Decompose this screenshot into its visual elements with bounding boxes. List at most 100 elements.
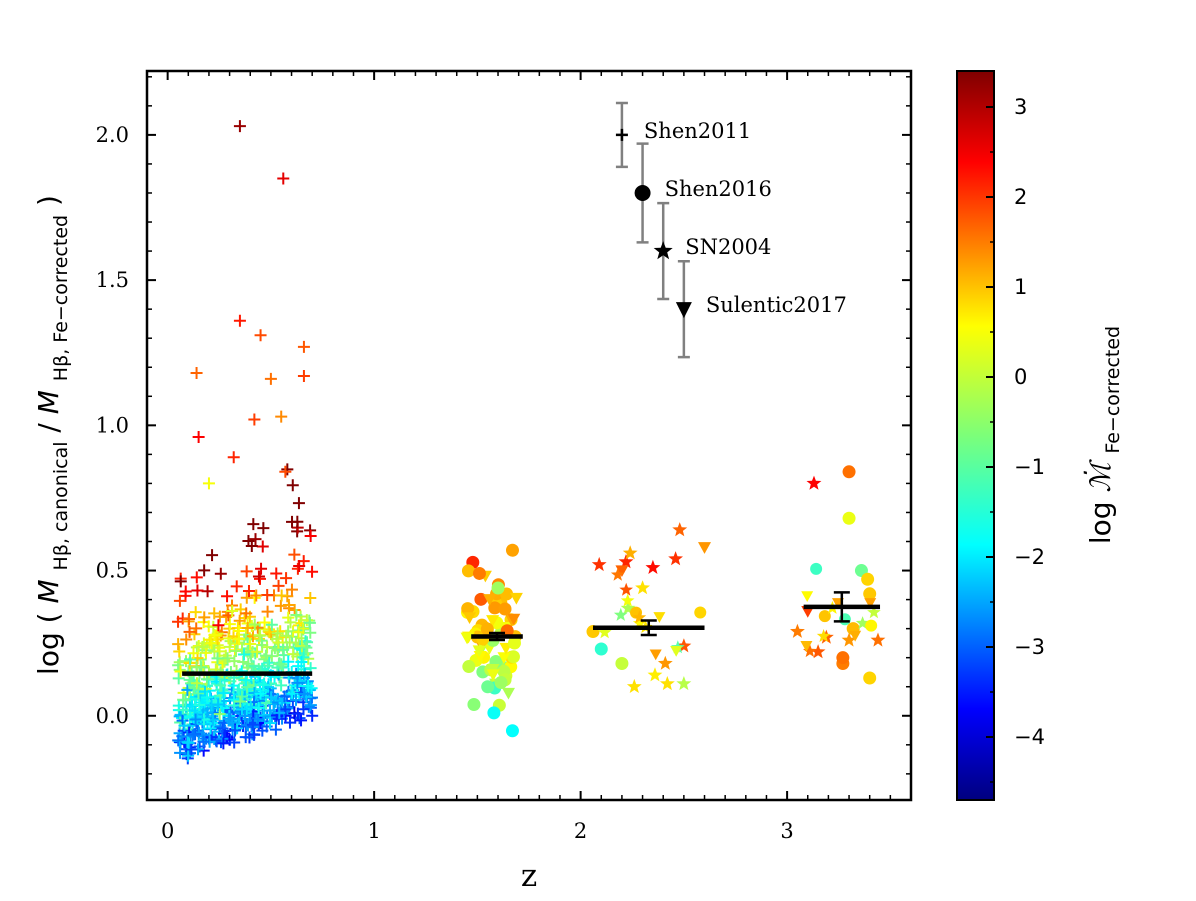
data-point-lowz xyxy=(272,579,285,592)
data-point-lowz xyxy=(292,497,305,510)
data-point-lowz xyxy=(199,685,212,698)
data-point-lowz xyxy=(177,693,190,706)
data-point-lowz xyxy=(222,712,235,725)
data-point xyxy=(615,656,629,670)
y-label-den-sub: Hβ, Fe−corrected xyxy=(50,215,72,381)
data-point-lowz xyxy=(304,530,317,543)
reference-label: SN2004 xyxy=(685,235,771,259)
y-label-prefix: log ( xyxy=(32,612,65,675)
data-point-lowz xyxy=(303,616,316,629)
data-point-z2.3 xyxy=(613,607,628,621)
data-point xyxy=(275,410,288,423)
colorbar-label: log ℳ̇ Fe−corrected xyxy=(1083,326,1124,544)
data-point xyxy=(615,565,629,578)
data-point-lowz xyxy=(230,580,243,593)
data-point xyxy=(190,367,203,380)
data-point-lowz xyxy=(189,606,202,619)
data-point-lowz xyxy=(212,619,225,632)
data-point-lowz xyxy=(173,594,186,607)
data-point-lowz xyxy=(190,622,203,635)
y-label-num-main: M xyxy=(32,579,65,603)
data-point-z1.6 xyxy=(507,613,521,626)
data-point-lowz xyxy=(198,564,211,577)
data-point-lowz xyxy=(261,589,274,602)
data-point xyxy=(810,644,826,659)
data-point xyxy=(472,566,486,580)
data-point-z2.3 xyxy=(653,612,666,623)
data-point-lowz xyxy=(238,710,251,723)
data-point-lowz xyxy=(288,604,301,617)
data-point xyxy=(842,465,856,479)
colorbar-frame xyxy=(956,70,995,801)
data-point xyxy=(841,632,857,647)
reference-label: Sulentic2017 xyxy=(706,293,847,317)
data-point-lowz xyxy=(235,703,248,716)
y-tick-label: 1.0 xyxy=(96,413,129,437)
data-point-lowz xyxy=(172,615,185,628)
data-point-lowz xyxy=(264,704,277,717)
data-point-z1.6 xyxy=(473,650,487,663)
data-point-lowz xyxy=(223,618,236,631)
y-tick-label: 1.5 xyxy=(96,268,129,292)
colorbar-ticks: −4 −3 −2 −1 0 1 2 3 xyxy=(986,95,1045,783)
data-point-z1.6 xyxy=(505,724,519,738)
data-point-lowz xyxy=(212,698,225,711)
data-point-lowz xyxy=(281,463,294,476)
colorbar-tick-label: 3 xyxy=(1014,95,1027,119)
reference-label: Shen2011 xyxy=(644,119,751,143)
data-point-z3.2 xyxy=(801,591,814,603)
data-point xyxy=(227,451,240,464)
y-tick-label: 2.0 xyxy=(96,123,129,147)
data-point-lowz xyxy=(228,736,241,749)
data-point-lowz xyxy=(196,641,209,654)
data-point-lowz xyxy=(239,731,252,744)
data-point-lowz xyxy=(207,620,220,633)
median-errorbar xyxy=(488,631,505,642)
data-point-lowz xyxy=(275,679,288,692)
data-point-z3.2 xyxy=(803,644,817,658)
colorbar-label-sub: Fe−corrected xyxy=(1102,326,1124,454)
data-point-lowz xyxy=(206,549,219,562)
data-point-lowz xyxy=(186,729,199,742)
data-point-lowz xyxy=(293,559,306,572)
data-point-lowz xyxy=(287,648,300,661)
data-point xyxy=(647,667,663,682)
data-point-lowz xyxy=(208,607,221,620)
data-point-lowz xyxy=(176,704,189,717)
data-point-lowz xyxy=(191,584,204,597)
data-point-lowz xyxy=(183,612,196,625)
data-point-lowz xyxy=(230,644,243,657)
data-point-lowz xyxy=(216,722,229,735)
colorbar-label-prefix: log xyxy=(1084,493,1117,545)
data-point-lowz xyxy=(240,565,253,578)
data-point-lowz xyxy=(178,719,191,732)
data-point-lowz xyxy=(213,645,226,658)
data-point-lowz xyxy=(201,691,214,704)
reference-marker-circle xyxy=(634,184,651,201)
data-point-lowz xyxy=(229,724,242,737)
data-point-z2.3 xyxy=(649,649,662,661)
data-point xyxy=(279,465,292,478)
data-point-z1.6 xyxy=(507,636,521,650)
data-point xyxy=(202,477,215,490)
data-point-lowz xyxy=(228,655,241,668)
median-errorbar xyxy=(640,619,657,637)
data-point-lowz xyxy=(190,677,203,690)
data-point-lowz xyxy=(302,700,315,713)
data-point-lowz xyxy=(192,687,205,700)
data-point-z1.6 xyxy=(461,564,475,578)
data-point-lowz xyxy=(253,629,266,642)
data-point-lowz xyxy=(183,625,196,638)
data-point-lowz xyxy=(184,653,197,666)
data-point-lowz xyxy=(245,540,258,553)
data-point-lowz xyxy=(242,585,255,598)
data-point-lowz xyxy=(273,706,286,719)
data-point xyxy=(491,581,505,595)
colorbar-tick-label: 1 xyxy=(1014,275,1027,299)
data-point-lowz xyxy=(256,540,269,553)
data-point xyxy=(264,372,277,385)
data-point xyxy=(277,172,290,185)
data-point-lowz xyxy=(214,679,227,692)
y-label-slash: / xyxy=(32,423,65,433)
reference-label: Shen2016 xyxy=(665,177,772,201)
